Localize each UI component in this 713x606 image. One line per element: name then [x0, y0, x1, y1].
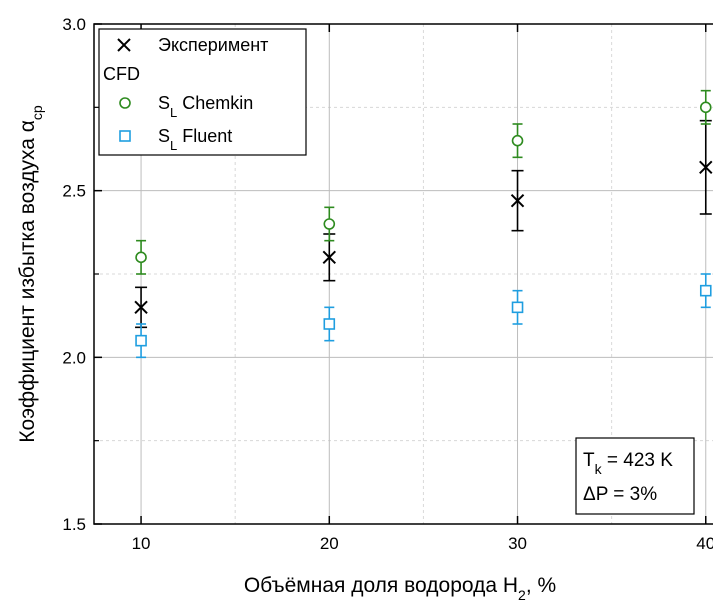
- y-axis-title-sub: ср: [29, 105, 45, 120]
- legend: Эксперимент CFD SL Chemkin SL Fluent: [98, 28, 307, 156]
- legend-fluent-label: SL Fluent: [158, 126, 232, 153]
- experiment-point: [134, 300, 148, 315]
- x-axis-title: Объёмная доля водорода H2, %: [244, 574, 556, 603]
- chemkin-point: [699, 101, 712, 114]
- annotation-temperature-main: T: [583, 450, 595, 471]
- legend-box: [98, 28, 307, 156]
- legend-chemkin-tail: Chemkin: [177, 93, 253, 113]
- annotation-box: [575, 437, 695, 515]
- chemkin-point: [511, 134, 524, 147]
- legend-chemkin-marker: [119, 97, 131, 109]
- fluent-point: [511, 301, 524, 314]
- y-tick-label: 1.5: [62, 515, 86, 534]
- data-marks: [134, 89, 713, 359]
- experiment-point: [699, 160, 713, 175]
- x-tick-label: 10: [132, 534, 151, 553]
- y-axis-title-main: Коэффициент избытка воздуха α: [16, 120, 39, 443]
- y-tick-labels: 1.5 2.0 2.5 3.0: [62, 15, 86, 534]
- annotation-temperature-tail: = 423 K: [602, 450, 674, 471]
- legend-chemkin-main: S: [158, 93, 170, 113]
- fluent-point: [699, 284, 712, 297]
- series-fluent: [135, 273, 712, 359]
- legend-chemkin-sub: L: [170, 105, 177, 120]
- legend-fluent-marker: [119, 130, 131, 142]
- chemkin-point: [135, 251, 147, 264]
- x-axis-title-sub: 2: [518, 587, 526, 603]
- x-tick-label: 30: [508, 534, 527, 553]
- legend-fluent-sub: L: [170, 138, 177, 153]
- conditions-annotation: Tk = 423 K ΔP = 3%: [575, 437, 695, 515]
- experiment-point: [510, 193, 525, 208]
- chemkin-point: [323, 218, 336, 230]
- legend-chemkin-label: SL Chemkin: [158, 93, 253, 120]
- fluent-point: [323, 318, 336, 330]
- annotation-pressure: ΔP = 3%: [583, 484, 657, 505]
- y-tick-label: 2.5: [62, 182, 86, 201]
- legend-experiment-label: Эксперимент: [158, 35, 268, 55]
- experiment-point: [322, 250, 337, 265]
- legend-cfd-label: CFD: [103, 64, 140, 84]
- annotation-temperature: Tk = 423 K: [583, 450, 673, 477]
- x-tick-label: 40: [696, 534, 713, 553]
- annotation-temperature-sub: k: [595, 461, 603, 477]
- x-axis-title-tail: , %: [526, 574, 556, 597]
- legend-fluent-tail: Fluent: [177, 126, 232, 146]
- legend-fluent-main: S: [158, 126, 170, 146]
- x-tick-label: 20: [320, 534, 339, 553]
- y-tick-label: 3.0: [62, 15, 86, 34]
- legend-experiment-marker: [117, 38, 131, 52]
- x-tick-labels: 10 20 30 40: [132, 534, 713, 553]
- series-chemkin: [135, 89, 712, 275]
- fluent-point: [135, 334, 147, 347]
- y-axis-title: Коэффициент избытка воздуха αср: [16, 105, 45, 443]
- plot-frame: [93, 23, 713, 525]
- x-axis-title-main: Объёмная доля водорода H: [244, 574, 518, 597]
- y-tick-label: 2.0: [62, 348, 86, 367]
